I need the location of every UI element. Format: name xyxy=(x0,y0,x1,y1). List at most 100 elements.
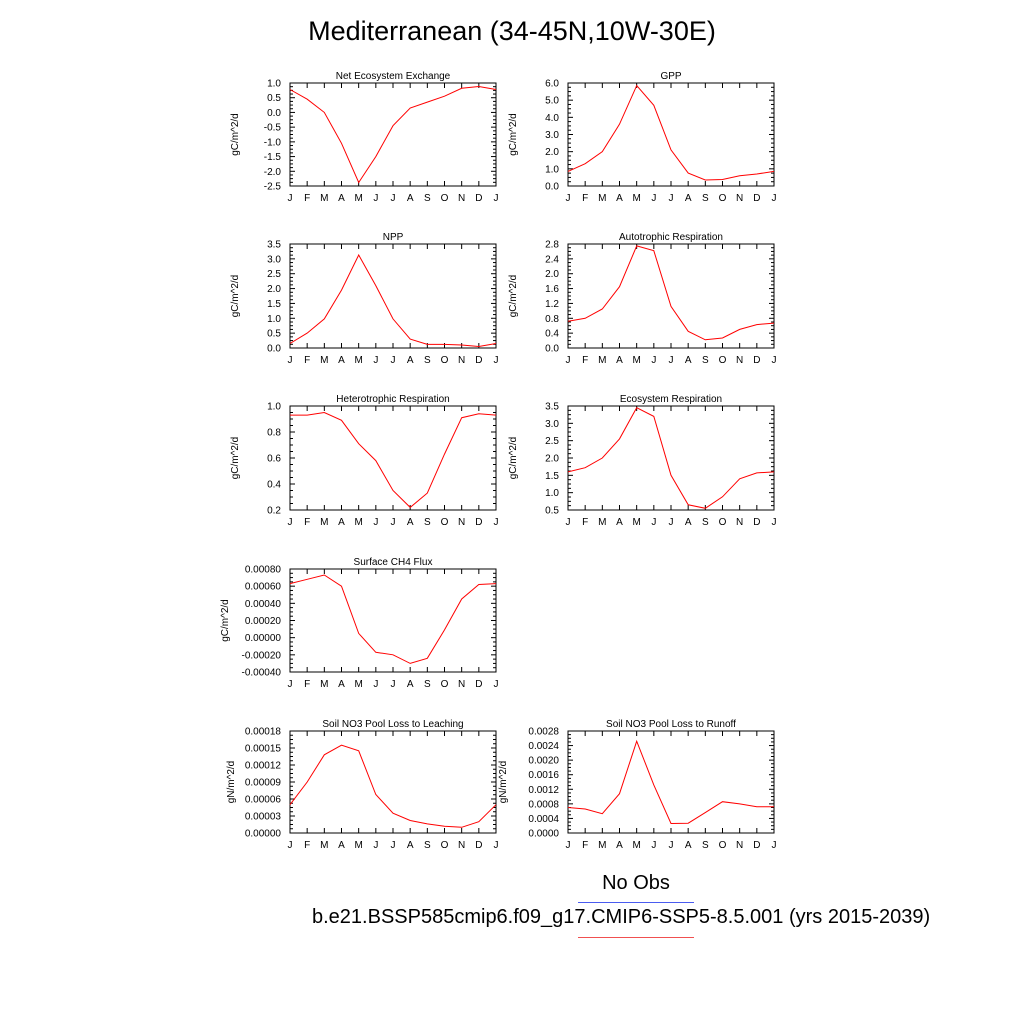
y-tick-label: 0.5 xyxy=(267,329,281,340)
y-tick-label: 0.00009 xyxy=(245,778,282,789)
x-tick-label: J xyxy=(669,193,674,204)
y-tick-label: 3.5 xyxy=(545,402,559,413)
y-tick-label: 0.00003 xyxy=(245,812,282,823)
y-tick-label: 2.8 xyxy=(545,240,559,251)
x-tick-label: J xyxy=(373,193,378,204)
y-tick-label: 1.0 xyxy=(545,488,559,499)
x-tick-label: J xyxy=(669,355,674,366)
x-tick-label: M xyxy=(598,840,606,851)
x-tick-label: J xyxy=(494,355,499,366)
x-tick-label: J xyxy=(288,193,293,204)
chart-title: NPP xyxy=(383,232,404,243)
x-tick-label: N xyxy=(736,355,743,366)
x-tick-label: J xyxy=(772,840,777,851)
x-tick-label: O xyxy=(719,193,727,204)
y-tick-label: 3.0 xyxy=(545,130,559,141)
x-tick-label: J xyxy=(373,355,378,366)
x-tick-label: M xyxy=(598,517,606,528)
x-tick-label: N xyxy=(458,517,465,528)
y-axis-label: gN/m^2/d xyxy=(226,761,237,804)
x-tick-label: A xyxy=(407,517,414,528)
x-tick-label: J xyxy=(391,840,396,851)
x-tick-label: M xyxy=(354,679,362,690)
chart-frame xyxy=(567,730,775,834)
x-tick-label: F xyxy=(304,679,310,690)
y-tick-label: 0.0012 xyxy=(528,785,559,796)
x-tick-label: F xyxy=(304,193,310,204)
y-tick-label: 0.00012 xyxy=(245,761,282,772)
y-axis-label: gC/m^2/d xyxy=(230,437,241,480)
x-tick-label: J xyxy=(566,193,571,204)
x-tick-label: A xyxy=(685,517,692,528)
x-tick-label: A xyxy=(616,355,623,366)
y-tick-label: 2.0 xyxy=(545,454,559,465)
x-tick-label: J xyxy=(494,840,499,851)
y-tick-label: 0.00000 xyxy=(245,829,282,840)
y-tick-label: 0.8 xyxy=(267,428,281,439)
x-tick-label: J xyxy=(494,679,499,690)
y-tick-label: 1.2 xyxy=(545,299,559,310)
y-tick-label: 0.0 xyxy=(545,182,559,193)
y-tick-label: 0.0000 xyxy=(528,829,559,840)
y-tick-label: 0.4 xyxy=(267,480,281,491)
y-tick-label: 1.0 xyxy=(545,164,559,175)
x-tick-label: A xyxy=(407,193,414,204)
y-tick-label: 0.0024 xyxy=(528,741,559,752)
y-tick-label: 1.5 xyxy=(267,299,281,310)
y-tick-label: 0.2 xyxy=(267,506,281,517)
x-tick-label: M xyxy=(598,193,606,204)
x-tick-label: J xyxy=(651,355,656,366)
chart-title: Soil NO3 Pool Loss to Runoff xyxy=(606,719,736,730)
x-tick-label: F xyxy=(582,193,588,204)
y-axis-label: gC/m^2/d xyxy=(220,599,231,642)
x-tick-label: J xyxy=(288,355,293,366)
y-tick-label: 3.0 xyxy=(545,419,559,430)
x-tick-label: A xyxy=(407,355,414,366)
x-tick-label: J xyxy=(651,517,656,528)
x-tick-label: J xyxy=(373,840,378,851)
x-tick-label: M xyxy=(320,840,328,851)
x-tick-label: M xyxy=(354,193,362,204)
x-tick-label: A xyxy=(338,517,345,528)
y-tick-label: 0.00018 xyxy=(245,727,282,738)
x-tick-label: D xyxy=(475,517,482,528)
y-tick-label: 2.0 xyxy=(545,269,559,280)
x-tick-label: O xyxy=(441,517,449,528)
x-tick-label: J xyxy=(566,355,571,366)
chart-title: GPP xyxy=(660,71,681,82)
chart-frame xyxy=(289,405,497,511)
x-tick-label: J xyxy=(391,193,396,204)
chart-frame xyxy=(567,243,775,349)
x-tick-label: D xyxy=(753,355,760,366)
x-tick-label: M xyxy=(320,517,328,528)
y-tick-label: 4.0 xyxy=(545,113,559,124)
x-tick-label: J xyxy=(669,517,674,528)
x-tick-label: N xyxy=(458,355,465,366)
chart-frame xyxy=(289,568,497,673)
x-tick-label: A xyxy=(685,355,692,366)
x-tick-label: A xyxy=(685,840,692,851)
x-tick-label: M xyxy=(632,840,640,851)
x-tick-label: F xyxy=(582,517,588,528)
y-tick-label: 2.4 xyxy=(545,254,559,265)
x-tick-label: O xyxy=(441,193,449,204)
x-tick-label: F xyxy=(304,840,310,851)
x-tick-label: J xyxy=(494,193,499,204)
y-tick-label: 0.00060 xyxy=(245,582,282,593)
series-line xyxy=(567,84,775,181)
x-tick-label: A xyxy=(616,193,623,204)
x-tick-label: A xyxy=(407,840,414,851)
chart-frame xyxy=(567,405,775,511)
series-line xyxy=(289,253,497,348)
x-tick-label: J xyxy=(772,193,777,204)
chart-frame xyxy=(289,82,497,187)
x-tick-label: J xyxy=(373,679,378,690)
y-axis-label: gC/m^2/d xyxy=(508,113,519,156)
x-tick-label: M xyxy=(320,679,328,690)
y-tick-label: 0.0016 xyxy=(528,770,559,781)
chart-frame xyxy=(289,243,497,349)
series-line xyxy=(567,739,774,825)
x-tick-label: F xyxy=(304,355,310,366)
